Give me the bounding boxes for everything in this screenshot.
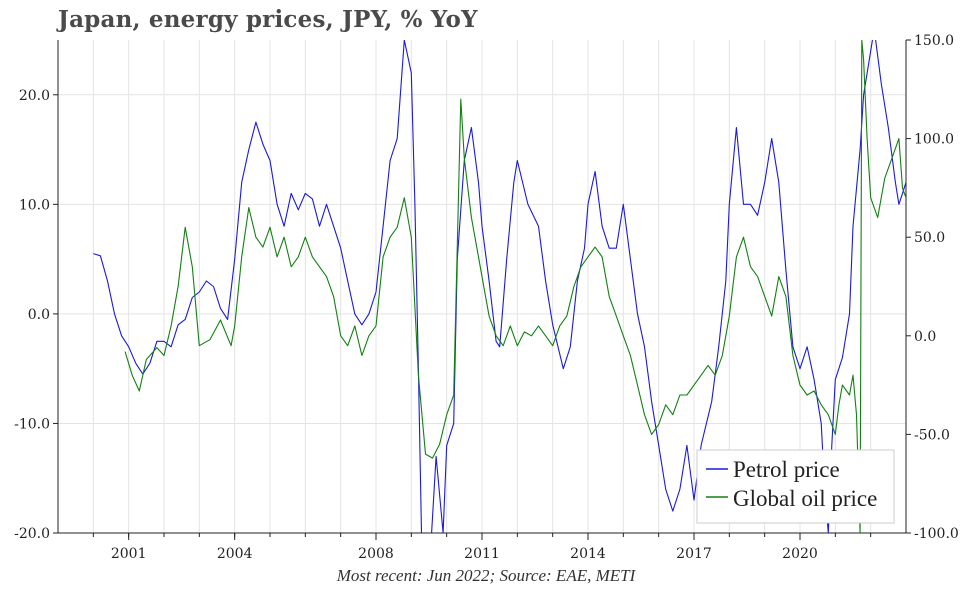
y-left-tick-label: -10.0 <box>14 416 50 432</box>
plot-lines <box>93 40 906 533</box>
y-right-tick-label: 150.0 <box>914 33 954 49</box>
x-tick-label: 2011 <box>464 546 500 562</box>
x-tick-label: 2014 <box>570 546 606 562</box>
y-right-tick-label: -50.0 <box>914 427 950 443</box>
legend: Petrol price Global oil price <box>696 449 895 524</box>
legend-box <box>696 449 895 524</box>
y-left-tick-label: -20.0 <box>14 526 50 542</box>
x-tick-label: 2008 <box>358 546 394 562</box>
x-tick-label: 2020 <box>782 546 818 562</box>
y-right-tick-label: 0.0 <box>914 329 936 345</box>
x-tick-label: 2004 <box>217 546 253 562</box>
legend-label-oil: Global oil price <box>733 486 877 511</box>
chart-footer-source: Most recent: Jun 2022; Source: EAE, METI <box>336 566 636 585</box>
axes: 20.0 10.0 0.0 -10.0 -20.0 150.0 100.0 50.0 0.0 -5… <box>14 33 959 562</box>
x-tick-label: 2001 <box>111 546 147 562</box>
series-line-oil <box>124 40 906 533</box>
y-right-tick-label: -100.0 <box>914 526 959 542</box>
series-line-petrol <box>93 40 906 533</box>
chart-title: Japan, energy prices, JPY, % YoY <box>58 6 478 33</box>
y-left-tick-label: 20.0 <box>19 88 50 104</box>
y-left-tick-label: 0.0 <box>28 307 50 323</box>
y-left-tick-label: 10.0 <box>19 197 50 213</box>
y-right-tick-label: 50.0 <box>914 230 945 246</box>
y-right-tick-label: 100.0 <box>914 132 954 148</box>
x-tick-label: 2017 <box>676 546 712 562</box>
legend-label-petrol: Petrol price <box>733 457 840 482</box>
